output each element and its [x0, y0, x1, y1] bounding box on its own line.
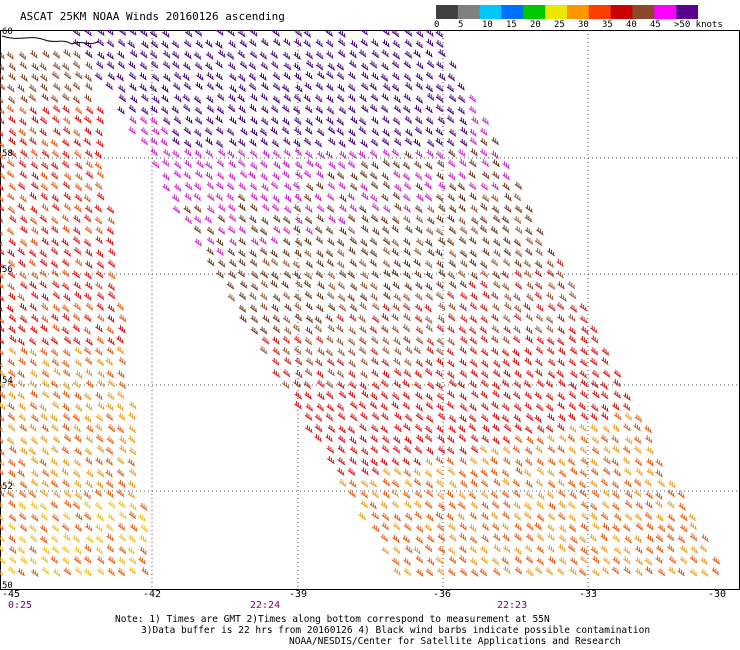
lon-label: -42	[143, 589, 162, 600]
colorbar-swatch	[436, 5, 459, 19]
lat-label: 50	[2, 581, 13, 591]
lat-label: 52	[2, 482, 13, 492]
colorbar-label: 25	[554, 20, 565, 30]
lon-label: -36	[433, 589, 452, 600]
colorbar-label: 10	[482, 20, 493, 30]
note-line-1: Note: 1) Times are GMT 2)Times along bot…	[115, 614, 550, 625]
lat-label: 60	[2, 27, 13, 37]
lon-label: -45	[2, 589, 21, 600]
time-label: 22:23	[497, 600, 528, 611]
colorbar-swatch	[654, 5, 677, 19]
wind-speed-colorbar	[436, 5, 698, 19]
lon-label: -33	[579, 589, 598, 600]
lon-label: -30	[708, 589, 727, 600]
time-label: 0:25	[8, 600, 33, 611]
note-line-2: 3)Data buffer is 22 hrs from 20160126 4)…	[141, 625, 651, 636]
map-title: ASCAT 25KM NOAA Winds 20160126 ascending	[20, 10, 285, 23]
lat-label: 56	[2, 265, 13, 275]
colorbar-label: 5	[458, 20, 464, 30]
colorbar-swatch	[545, 5, 568, 19]
colorbar-swatch	[567, 5, 590, 19]
colorbar-label: 20	[530, 20, 541, 30]
note-line-3: NOAA/NESDIS/Center for Satellite Applica…	[289, 636, 621, 647]
lon-label: -39	[289, 589, 308, 600]
colorbar-swatch	[588, 5, 612, 19]
colorbar-swatch	[479, 5, 502, 19]
colorbar-label: 15	[506, 20, 517, 30]
colorbar-labels: 0 5 10 15 20 25 30 35 40 45 >50 knots	[434, 20, 740, 34]
colorbar-label: 45	[650, 20, 661, 30]
coastline	[1, 35, 99, 45]
colorbar-label: 40	[626, 20, 637, 30]
map-gridlines	[0, 30, 740, 590]
colorbar-swatch	[523, 5, 546, 19]
colorbar-label: 35	[602, 20, 613, 30]
colorbar-swatch	[632, 5, 655, 19]
time-label: 22:24	[250, 600, 281, 611]
colorbar-label: >50 knots	[674, 20, 723, 30]
colorbar-swatch	[610, 5, 633, 19]
lat-label: 54	[2, 376, 13, 386]
colorbar-swatch	[676, 5, 698, 19]
wind-barbs	[0, 30, 720, 577]
colorbar-label: 30	[578, 20, 589, 30]
colorbar-swatch	[501, 5, 524, 19]
colorbar-label: 0	[434, 20, 440, 30]
lat-label: 58	[2, 149, 13, 159]
wind-map	[0, 30, 740, 590]
colorbar-swatch	[457, 5, 481, 19]
